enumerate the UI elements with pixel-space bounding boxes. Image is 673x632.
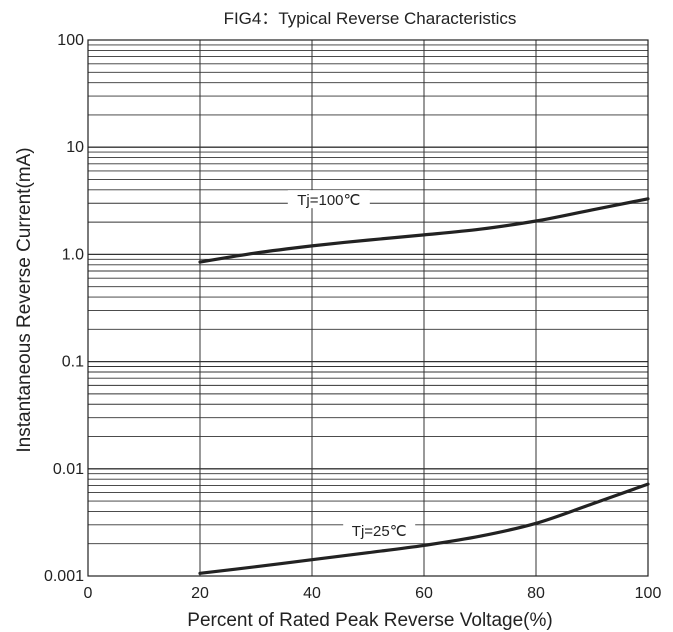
y-tick-label: 1.0 [62,246,84,263]
chart-title: FIG4：Typical Reverse Characteristics [224,9,517,28]
y-tick-label: 10 [66,139,84,156]
y-tick-label: 0.01 [53,461,84,478]
y-axis-label: Instantaneous Reverse Current(mA) [14,147,35,452]
series-label-bg [287,190,370,209]
series-labels: Tj=100℃ Tj=25℃ [287,190,416,540]
y-ticks: 0.001 0.01 0.1 1.0 10 100 [44,32,84,585]
plot-frame [87,39,649,577]
series-line [198,197,650,264]
x-tick-label: 100 [635,585,662,602]
series-group [198,197,650,575]
series-line [198,482,650,575]
series-label-bg [343,521,416,540]
x-tick-label: 80 [527,585,545,602]
y-tick-label: 0.001 [44,568,84,585]
x-tick-label: 20 [191,585,209,602]
series-label: Tj=25℃ [352,523,407,540]
y-tick-label: 0.1 [62,354,84,371]
x-tick-label: 60 [415,585,433,602]
y-tick-label: 100 [57,32,84,49]
x-tick-label: 40 [303,585,321,602]
grid [88,40,648,576]
x-ticks: 0 20 40 60 80 100 [84,585,662,602]
x-tick-label: 0 [84,585,93,602]
x-axis-label: Percent of Rated Peak Reverse Voltage(%) [187,610,552,631]
series-label: Tj=100℃ [297,192,360,209]
